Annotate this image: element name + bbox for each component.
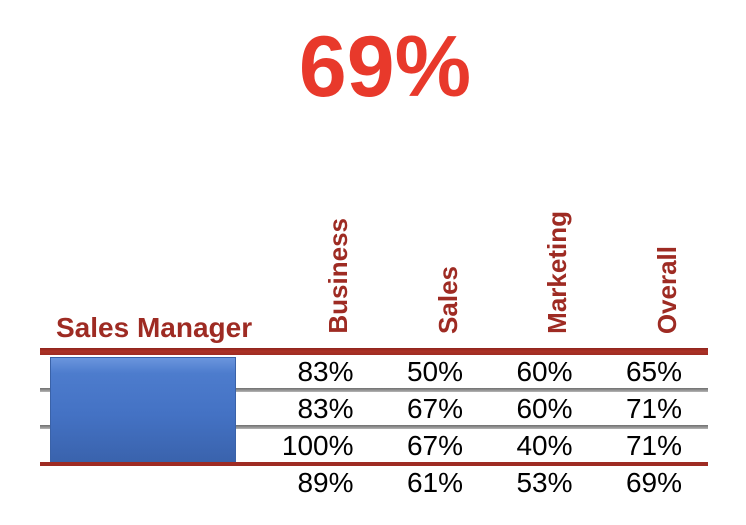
table-cell: 50%: [406, 356, 463, 387]
table-cell: 100%: [281, 430, 354, 461]
row-separator: [40, 388, 708, 392]
column-header-overall: Overall: [651, 245, 682, 334]
table-cell: 40%: [516, 430, 573, 461]
total-cell: 53%: [516, 467, 573, 498]
column-header-business: Business: [323, 218, 354, 334]
total-cell: 61%: [406, 467, 463, 498]
row-label-cell: [40, 466, 270, 499]
total-cell: 89%: [297, 467, 354, 498]
column-header-marketing: Marketing: [542, 211, 573, 334]
table-cell: 71%: [625, 393, 682, 424]
column-header-sales: Sales: [432, 266, 463, 334]
scores-table: Sales Manager Business Sales Marketing O…: [40, 185, 708, 499]
table-cell: 71%: [625, 430, 682, 461]
kpi-value: 69%: [298, 19, 472, 115]
table-cell: 67%: [406, 393, 463, 424]
table-header-row: Sales Manager Business Sales Marketing O…: [40, 185, 708, 348]
table-row: 83% 67% 60% 71%: [40, 392, 708, 425]
table-cell: 83%: [297, 356, 354, 387]
table-row: 100% 67% 40% 71%: [40, 429, 708, 462]
redaction-box: [50, 357, 236, 462]
total-cell: 69%: [625, 467, 682, 498]
table-cell: 60%: [516, 393, 573, 424]
row-separator: [40, 425, 708, 429]
table-row: 83% 50% 60% 65%: [40, 355, 708, 388]
header-divider-rule: [40, 348, 708, 355]
total-separator-rule: [40, 462, 708, 466]
row-header-label: Sales Manager: [56, 312, 253, 343]
table-cell: 65%: [625, 356, 682, 387]
total-row: 89% 61% 53% 69%: [40, 466, 708, 499]
table-cell: 60%: [516, 356, 573, 387]
table-cell: 83%: [297, 393, 354, 424]
table-cell: 67%: [406, 430, 463, 461]
